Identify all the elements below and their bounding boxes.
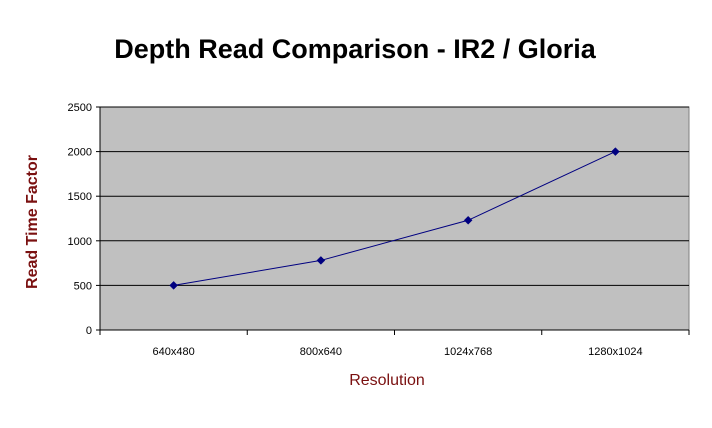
series-line-layer <box>169 147 620 290</box>
x-tick-label: 800x640 <box>300 346 342 358</box>
y-tick-label: 1000 <box>68 236 92 248</box>
y-tick-label: 500 <box>74 280 92 292</box>
gridlines <box>100 106 689 286</box>
x-tick-label: 1280x1024 <box>588 346 642 358</box>
data-point-marker <box>463 215 473 225</box>
x-tick-labels: 640x480 800x640 1024x768 1280x1024 <box>153 346 643 358</box>
x-axis-title: Resolution <box>349 372 425 389</box>
data-point-marker <box>169 281 178 290</box>
x-tick-label: 1024x768 <box>444 346 492 358</box>
data-point-marker <box>611 147 620 156</box>
axes <box>96 106 690 335</box>
y-tick-label: 2000 <box>68 147 92 159</box>
y-tick-label: 0 <box>86 325 92 337</box>
y-tick-label: 2500 <box>68 102 92 114</box>
data-point-marker <box>316 256 326 265</box>
x-tick-label: 640x480 <box>153 346 195 358</box>
y-tick-label: 1500 <box>68 191 92 203</box>
plot-area <box>99 106 690 331</box>
y-tick-labels: 0 500 1000 1500 2000 2500 <box>68 102 92 337</box>
y-axis-title: Read Time Factor <box>24 155 41 289</box>
chart-title: Depth Read Comparison - IR2 / Gloria <box>114 34 597 64</box>
series-line <box>173 151 616 286</box>
